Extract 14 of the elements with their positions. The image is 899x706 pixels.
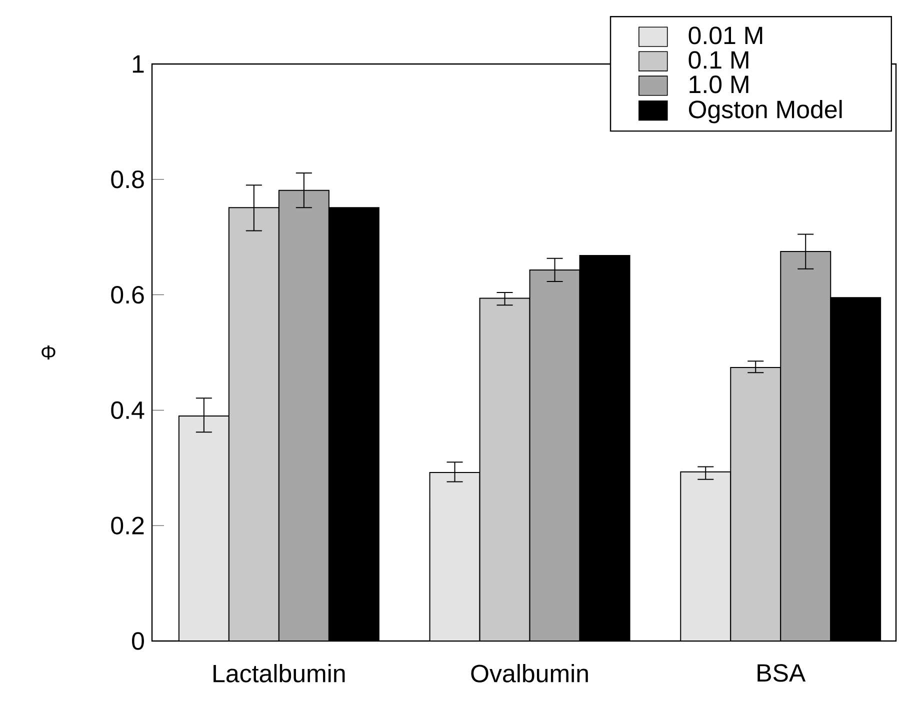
- x-tick-label: Ovalbumin: [471, 664, 588, 682]
- y-axis-title: Φ: [42, 346, 56, 360]
- y-tick-label: 0.2: [111, 516, 144, 534]
- legend-label: 1.0 M: [690, 76, 748, 94]
- legend-label: Ogston Model: [688, 100, 842, 124]
- x-tick-label: Lactalbumin: [214, 664, 345, 682]
- x-tick-label: BSA: [758, 664, 806, 682]
- y-tick-label: 0.8: [111, 170, 144, 188]
- legend-label: 0.01 M: [688, 26, 762, 44]
- y-tick-label: 0: [132, 632, 144, 650]
- y-tick-label: 0.6: [111, 286, 144, 304]
- legend-label: 0.1 M: [688, 51, 748, 69]
- y-tick-label: 0.4: [111, 401, 144, 420]
- y-tick-label: 1: [132, 55, 144, 73]
